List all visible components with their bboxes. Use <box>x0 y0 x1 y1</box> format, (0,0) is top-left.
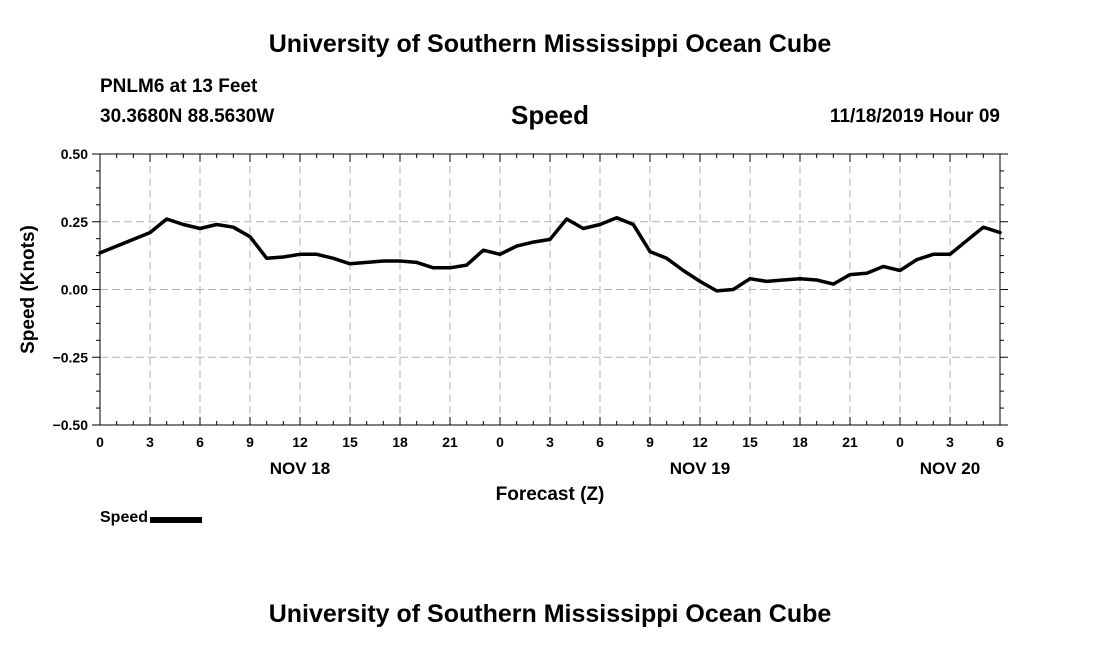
x-tick-label: 3 <box>946 434 954 450</box>
x-tick-label: 9 <box>646 434 654 450</box>
y-tick-label: 0.00 <box>61 282 88 298</box>
x-tick-label: 6 <box>996 434 1004 450</box>
legend-label: Speed <box>100 509 149 526</box>
x-tick-label: 0 <box>496 434 504 450</box>
x-axis-label: Forecast (Z) <box>496 484 605 505</box>
x-tick-label: 3 <box>546 434 554 450</box>
legend-swatch <box>150 517 203 523</box>
variable-heading: Speed <box>510 100 590 130</box>
legend: Speed <box>100 509 203 527</box>
date-label: NOV 19 <box>670 459 730 478</box>
x-tick-label: 9 <box>246 434 254 450</box>
date-label: NOV 20 <box>920 459 980 478</box>
series-line-speed <box>98 215 1002 293</box>
chart-title: University of Southern Mississippi Ocean… <box>268 30 832 58</box>
x-tick-label: 15 <box>742 434 758 450</box>
date-label: NOV 18 <box>270 459 330 478</box>
y-tick-label: 0.25 <box>61 214 88 230</box>
x-tick-label: 12 <box>692 434 708 450</box>
x-tick-label: 18 <box>392 434 408 450</box>
x-tick-label: 12 <box>292 434 308 450</box>
x-tick-label: 21 <box>442 434 458 450</box>
x-tick-label: 21 <box>842 434 858 450</box>
x-tick-label: 0 <box>96 434 104 450</box>
x-tick-label: 15 <box>342 434 358 450</box>
x-tick-label: 0 <box>896 434 904 450</box>
y-tick-label: −0.50 <box>53 417 89 433</box>
y-tick-label: 0.50 <box>61 146 88 162</box>
footer-title: University of Southern Mississippi Ocean… <box>268 600 832 628</box>
x-tick-label: 18 <box>792 434 808 450</box>
x-tick-label: 6 <box>196 434 204 450</box>
y-tick-label: −0.25 <box>53 349 89 365</box>
station-label: PNLM6 at 13 Feet <box>100 76 258 97</box>
forecast-datetime: 11/18/2019 Hour 09 <box>829 106 1000 127</box>
y-axis-label: Speed (Knots) <box>18 225 39 354</box>
x-tick-label: 6 <box>596 434 604 450</box>
x-tick-label: 3 <box>146 434 154 450</box>
station-coordinates: 30.3680N 88.5630W <box>100 106 275 127</box>
